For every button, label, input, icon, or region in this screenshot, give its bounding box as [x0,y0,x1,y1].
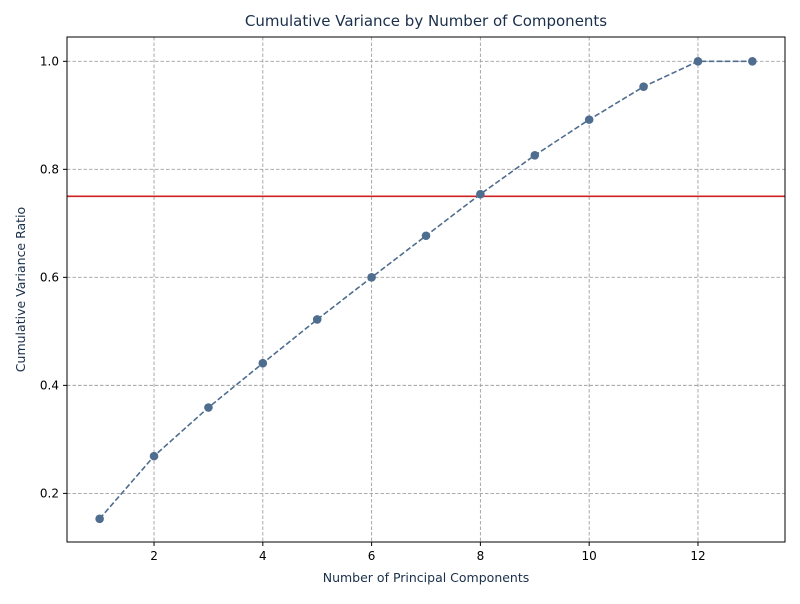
x-tick-label: 4 [259,549,267,563]
data-point [258,358,268,368]
y-tick-label: 1.0 [40,54,59,68]
data-point [748,57,757,66]
data-point [95,514,104,524]
data-point [312,315,322,324]
data-point [204,403,213,412]
data-point [584,115,594,124]
data-point [421,231,431,241]
x-tick-label: 8 [477,549,485,563]
y-tick-label: 0.4 [40,378,59,392]
x-tick-label: 10 [582,549,597,563]
data-point [693,57,703,66]
series-layer [95,57,757,524]
data-point [639,82,648,91]
plot-frame [66,36,786,543]
data-point [476,189,485,199]
x-tick-label: 6 [368,549,376,563]
y-tick-label: 0.8 [40,162,59,176]
x-axis-ticks: 2 4 6 8 10 12 [150,542,706,563]
x-tick-label: 12 [690,549,705,563]
y-axis-title: Cumulative Variance Ratio [13,207,28,372]
data-point [367,273,376,282]
data-point [530,150,540,160]
chart-title: Cumulative Variance by Number of Compone… [245,12,607,30]
x-tick-label: 2 [150,549,158,563]
data-point [149,451,159,461]
grid-lines [67,37,785,542]
series-line [99,60,753,520]
y-axis-ticks: 0.2 0.4 0.6 0.8 1.0 [40,54,67,500]
y-tick-label: 0.6 [40,270,59,284]
x-axis-title: Number of Principal Components [323,570,530,585]
y-tick-label: 0.2 [40,486,59,500]
